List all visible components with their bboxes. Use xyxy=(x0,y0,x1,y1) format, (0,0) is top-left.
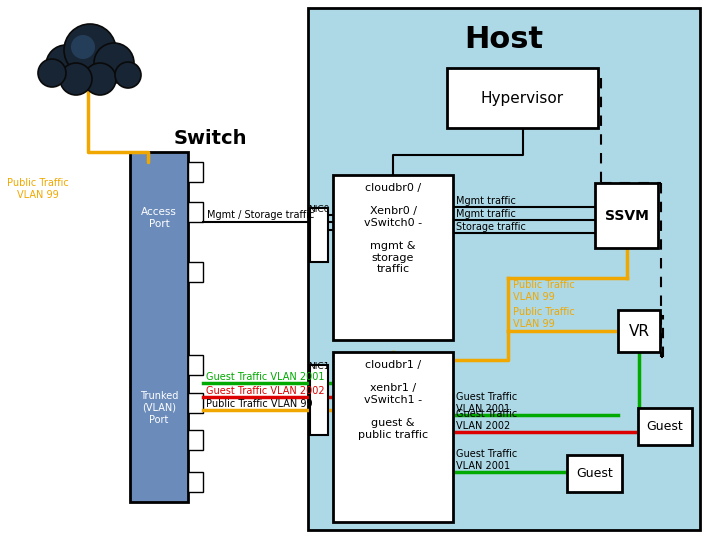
Text: Mgmt traffic: Mgmt traffic xyxy=(456,196,516,206)
Bar xyxy=(188,355,203,375)
Circle shape xyxy=(71,35,95,59)
Text: cloudbr1 /

xenbr1 /
vSwitch1 -

guest &
public traffic: cloudbr1 / xenbr1 / vSwitch1 - guest & p… xyxy=(358,360,428,440)
Bar xyxy=(567,455,622,492)
Bar xyxy=(188,202,203,222)
Bar xyxy=(333,352,453,522)
Bar xyxy=(638,408,692,445)
Bar xyxy=(188,472,203,492)
Bar xyxy=(188,262,203,282)
Circle shape xyxy=(60,63,92,95)
Circle shape xyxy=(115,62,141,88)
Text: Guest Traffic
VLAN 2002: Guest Traffic VLAN 2002 xyxy=(456,410,518,431)
Bar xyxy=(595,183,658,248)
Text: Guest: Guest xyxy=(576,467,613,480)
Text: Public Traffic VLAN 99: Public Traffic VLAN 99 xyxy=(206,399,312,409)
Text: Guest Traffic VLAN 2002: Guest Traffic VLAN 2002 xyxy=(206,386,325,396)
Circle shape xyxy=(38,59,66,87)
Text: Public Traffic
VLAN 99: Public Traffic VLAN 99 xyxy=(513,307,575,329)
Text: Host: Host xyxy=(464,25,544,54)
Text: Guest Traffic
VLAN 2001: Guest Traffic VLAN 2001 xyxy=(456,450,518,471)
Text: Trunked
(VLAN)
Port: Trunked (VLAN) Port xyxy=(140,391,178,425)
Text: Guest: Guest xyxy=(647,420,684,433)
Text: Hypervisor: Hypervisor xyxy=(481,91,564,106)
Text: SSVM: SSVM xyxy=(604,209,648,223)
Text: NIC1: NIC1 xyxy=(308,362,329,371)
Bar xyxy=(188,162,203,182)
Bar xyxy=(188,393,203,413)
Text: Switch: Switch xyxy=(173,128,247,148)
Circle shape xyxy=(84,63,116,95)
Bar xyxy=(310,208,328,262)
Bar xyxy=(618,310,660,352)
Text: Access
Port: Access Port xyxy=(141,207,177,229)
Bar xyxy=(333,175,453,340)
Text: Public Traffic
VLAN 99: Public Traffic VLAN 99 xyxy=(7,178,69,199)
Circle shape xyxy=(64,24,116,76)
Circle shape xyxy=(46,45,86,85)
Bar xyxy=(310,365,328,435)
Text: Mgmt traffic: Mgmt traffic xyxy=(456,209,516,219)
Text: cloudbr0 /

Xenbr0 /
vSwitch0 -

mgmt &
storage
traffic: cloudbr0 / Xenbr0 / vSwitch0 - mgmt & st… xyxy=(364,183,422,274)
Text: Guest Traffic
VLAN 2001: Guest Traffic VLAN 2001 xyxy=(456,392,518,414)
Text: Guest Traffic VLAN 2001: Guest Traffic VLAN 2001 xyxy=(206,372,325,382)
Text: Public Traffic
VLAN 99: Public Traffic VLAN 99 xyxy=(513,280,575,302)
Text: Storage traffic: Storage traffic xyxy=(456,222,526,232)
Bar xyxy=(447,68,598,128)
Circle shape xyxy=(94,43,134,83)
Text: Mgmt / Storage traffic: Mgmt / Storage traffic xyxy=(207,210,315,220)
Bar xyxy=(188,430,203,450)
Text: VR: VR xyxy=(629,323,650,338)
Bar xyxy=(308,8,700,530)
Bar xyxy=(130,152,188,502)
Text: NIC0: NIC0 xyxy=(308,205,329,214)
